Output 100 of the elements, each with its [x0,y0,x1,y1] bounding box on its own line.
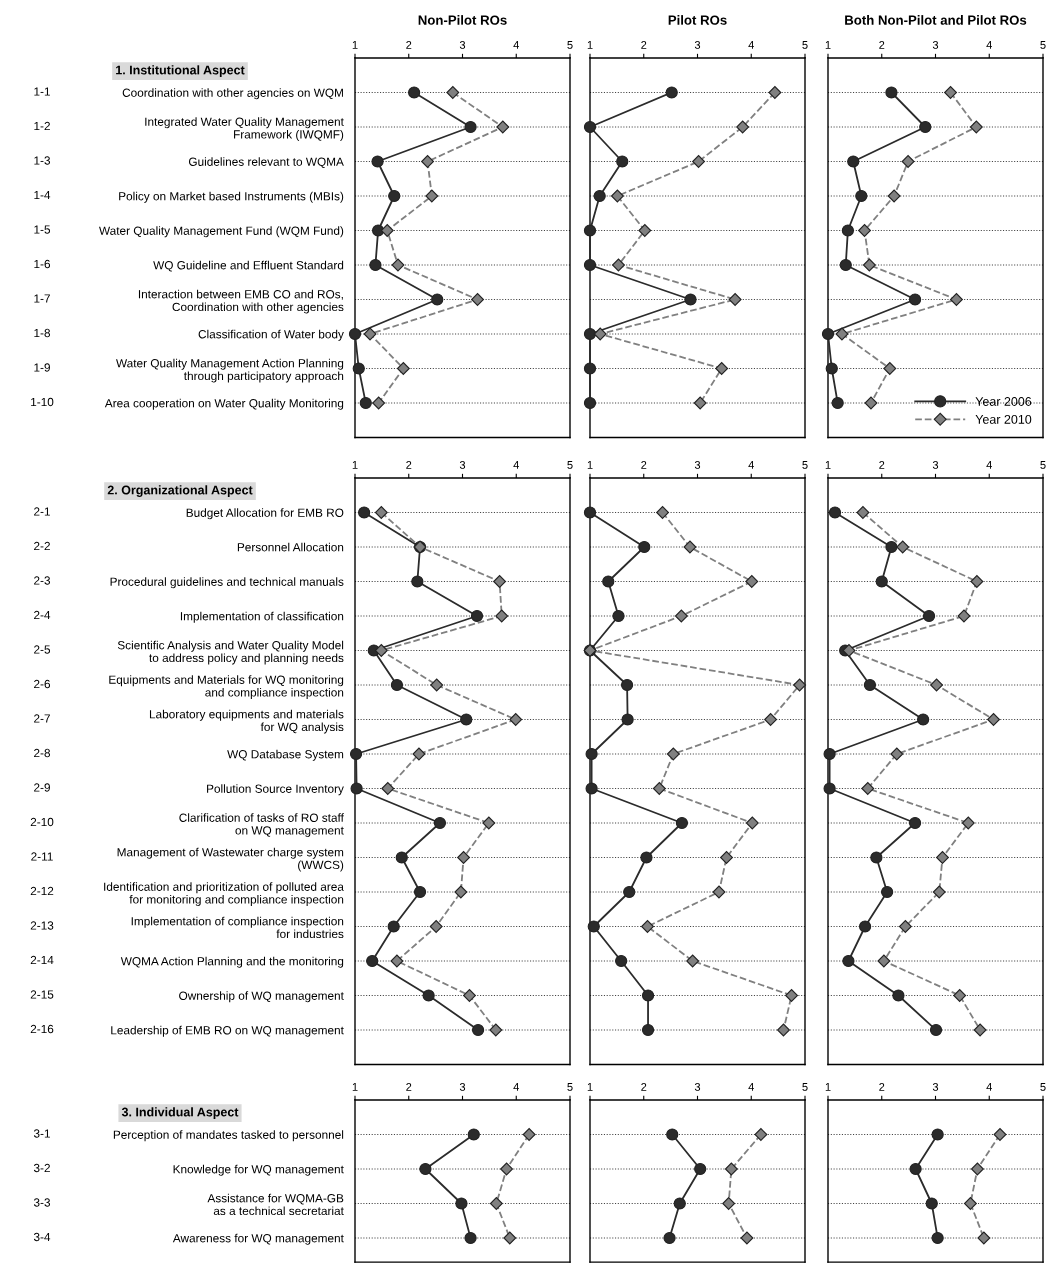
x-tick-label: 3 [932,460,939,469]
x-tick-label: 3 [694,1082,701,1091]
x-tick-label: 3 [694,40,701,49]
x-tick-label: 4 [513,461,520,469]
y-tick-label: WQMA Action Planning and the monitoring [120,956,344,968]
y2-tick-label: 1-2 [34,121,50,131]
y-tick-label: Laboratory equipments and materials for WQ analysis [149,709,344,734]
y-tick-label: Procedural guidelines and technical manuals [110,577,344,589]
x-tick-label: 5 [1040,41,1046,49]
x-tick-label: 5 [1040,1083,1046,1091]
x-tick-label: 2 [879,40,885,49]
y2-tick-label: 2-6 [34,679,51,689]
y-tick-label: Implementation of classification [180,611,344,623]
y2-tick-label: 2-16 [30,1024,54,1034]
y2-tick-label: 1-7 [34,294,50,303]
y-tick-label: Awareness for WQ management [172,1233,344,1245]
y2-tick-label: 2-7 [34,714,50,723]
x-tick-label: 1 [587,461,593,469]
y-tick-label: Water Quality Management Fund (WQM Fund) [99,226,344,238]
y2-tick-label: 2-5 [34,645,51,654]
legend-label: Year 2010 [975,414,1032,424]
x-tick-label: 2 [641,40,647,49]
x-tick-label: 4 [513,41,520,49]
x-tick-label: 1 [352,1083,358,1091]
y2-tick-label: 2-8 [34,748,51,758]
text: 1. Institutional Aspect [116,65,245,77]
x-tick-label: 1 [825,461,831,469]
x-tick-label: 4 [986,41,993,49]
x-tick-label: 5 [567,1083,573,1091]
x-tick-label: 4 [748,1083,755,1091]
y-tick-label: Area cooperation on Water Quality Monitoring [104,398,344,410]
legend-label: Year 2006 [975,397,1032,406]
y-tick-label: Knowledge for WQ management [173,1164,344,1176]
x-tick-label: 4 [748,461,755,469]
x-tick-label: 4 [986,1083,993,1091]
y-tick-label: Leadership of EMB RO on WQ management [111,1025,344,1037]
x-tick-label: 5 [802,1083,808,1091]
y2-tick-label: 2-14 [30,955,54,965]
y2-tick-label: 2-4 [34,610,51,620]
y-tick-label: WQ Guideline and Effluent Standard [153,260,344,272]
x-tick-label: 1 [825,41,831,49]
x-tick-label: 4 [986,461,993,469]
x-tick-label: 5 [567,461,573,469]
y2-tick-label: 2-13 [30,921,54,930]
x-tick-label: 4 [748,41,755,49]
y-tick-label: Classification of Water body [198,329,344,341]
y2-tick-label: 2-15 [30,990,54,999]
x-tick-label: 5 [802,461,808,469]
y-tick-label: Identification and prioritization of polluted area for monitoring and compliance inspection [104,882,344,906]
x-tick-label: 5 [802,41,808,49]
x-tick-label: 4 [513,1083,520,1091]
x-tick-label: 1 [352,461,358,469]
y-tick-label: WQ Database System [227,749,344,761]
y-tick-label: Equipments and Materials for WQ monitoring and compliance inspection [109,675,344,699]
y2-tick-label: 3-2 [33,1163,50,1173]
x-tick-label: 1 [352,41,358,49]
y-tick-label: Perception of mandates tasked to personnel [113,1130,344,1142]
y2-tick-label: 1-8 [34,328,51,338]
y2-tick-label: 2-10 [30,817,54,827]
y2-tick-label: 2-1 [34,507,50,516]
chart-title: Pilot ROs [668,15,727,25]
x-tick-label: 5 [1040,461,1046,469]
y2-tick-label: 2-11 [31,852,53,861]
chart-title: Non-Pilot ROs [418,15,507,25]
y-tick-label: Pollution Source Inventory [207,784,344,796]
y-tick-label: Integrated Water Quality Management Framework (IWQMF) [145,117,344,141]
x-tick-label: 3 [932,40,939,49]
x-tick-label: 3 [694,460,701,469]
y-tick-label: Implementation of compliance inspection for industries [131,916,344,939]
x-tick-label: 2 [879,1082,885,1091]
y2-tick-label: 1-5 [34,225,51,234]
y-tick-label: Personnel Allocation [237,542,344,552]
chart-title: Both Non-Pilot and Pilot ROs [845,15,1027,25]
x-tick-label: 3 [459,460,466,469]
text: 3. Individual Aspect [121,1107,239,1119]
y-tick-label: Clarification of tasks of RO staff on WQ management [179,813,344,837]
y2-tick-label: 3-4 [33,1232,51,1242]
x-tick-label: 2 [406,1082,412,1091]
x-tick-label: 5 [567,41,573,49]
x-tick-label: 2 [406,40,412,49]
x-tick-label: 3 [459,40,466,49]
y-tick-label: Policy on Market based Instruments (MBIs) [119,191,344,203]
y-tick-label: Scientific Analysis and Water Quality Model to address policy and planning needs [117,640,344,665]
y2-tick-label: 2-9 [34,783,50,792]
y2-tick-label: 2-2 [34,541,50,551]
y-tick-label: Coordination with other agencies on WQM [122,88,343,100]
y2-tick-label: 1-1 [34,87,50,96]
y-tick-label: Budget Allocation for EMB RO [186,508,344,520]
x-tick-label: 3 [459,1082,466,1091]
x-tick-label: 3 [932,1082,939,1091]
y2-tick-label: 1-3 [34,156,51,165]
y-tick-label: Water Quality Management Action Planning through participatory approach [116,358,344,383]
y-tick-label: Guidelines relevant to WQMA [188,157,344,169]
x-tick-label: 2 [641,460,647,469]
text: 2. Organizational Aspect [107,485,253,497]
y2-tick-label: 3-1 [33,1129,50,1138]
y2-tick-label: 1-10 [31,397,54,407]
x-tick-label: 1 [825,1083,831,1091]
x-tick-label: 1 [587,41,593,49]
y-tick-label: Ownership of WQ management [179,991,344,1003]
